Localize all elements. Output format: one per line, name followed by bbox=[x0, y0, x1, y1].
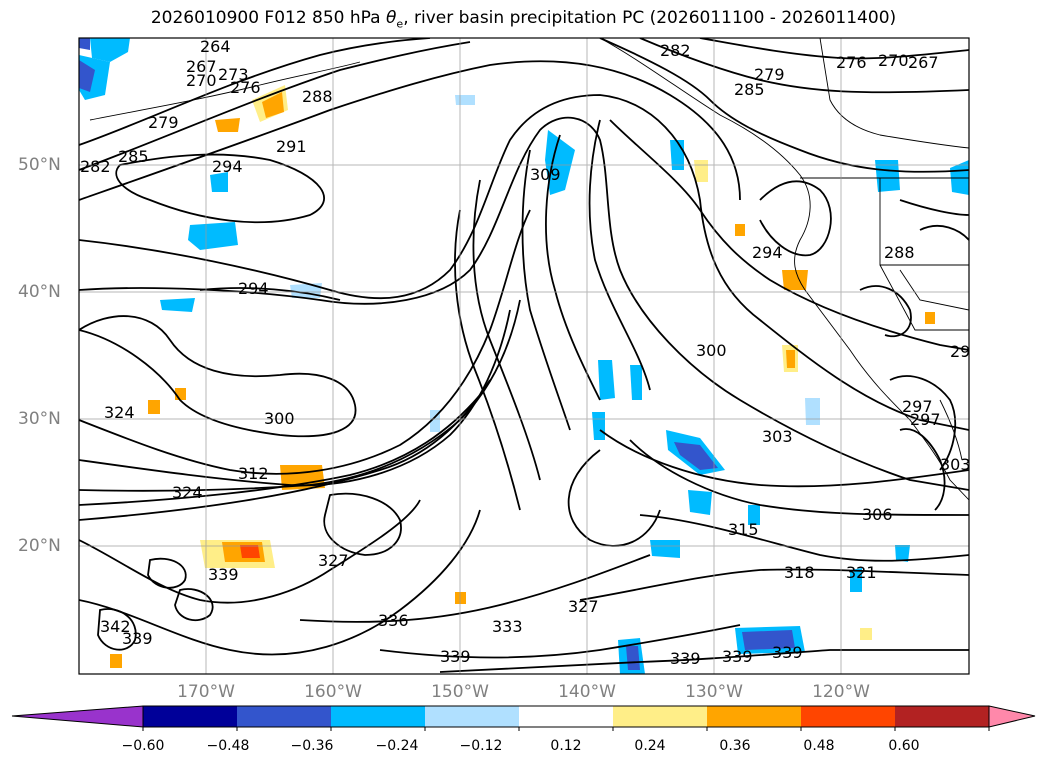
colorbar bbox=[11, 705, 1036, 731]
contour-label: 318 bbox=[784, 563, 815, 582]
coastlines bbox=[89, 38, 969, 501]
colorbar-cell bbox=[613, 706, 707, 727]
lat-tick-label: 50°N bbox=[18, 155, 61, 175]
gridlines bbox=[79, 38, 969, 674]
contour-label: 339 bbox=[670, 649, 701, 668]
colorbar-tick-label: −0.12 bbox=[459, 738, 503, 754]
contour-label: 294 bbox=[238, 279, 269, 298]
contour-label: 339 bbox=[440, 647, 471, 666]
contour-label: 327 bbox=[568, 597, 599, 616]
contour-label: 303 bbox=[940, 455, 971, 474]
colorbar-tick-label: 0.48 bbox=[803, 738, 835, 754]
theta-e-contours bbox=[79, 38, 969, 673]
contour-label: 29 bbox=[950, 342, 970, 361]
contour-label: 285 bbox=[734, 80, 765, 99]
contour-label: 288 bbox=[302, 87, 333, 106]
contour-label: 333 bbox=[492, 617, 523, 636]
contour-label: 300 bbox=[264, 409, 295, 428]
contour-label: 339 bbox=[122, 629, 153, 648]
contour-label: 264 bbox=[200, 37, 231, 56]
contour-label: 267 bbox=[908, 53, 939, 72]
contour-label: 327 bbox=[318, 551, 349, 570]
contour-label: 339 bbox=[772, 643, 803, 662]
lat-tick-label: 40°N bbox=[18, 282, 61, 302]
colorbar-under-arrow bbox=[11, 705, 144, 728]
colorbar-cell bbox=[519, 706, 613, 727]
colorbar-cell bbox=[237, 706, 331, 727]
colorbar-tick-label: −0.60 bbox=[121, 738, 165, 754]
contour-label: 297 bbox=[910, 410, 941, 429]
contour-label: 309 bbox=[530, 165, 561, 184]
contour-label: 321 bbox=[846, 563, 877, 582]
contour-label: 267 bbox=[186, 57, 217, 76]
contour-label: 276 bbox=[836, 53, 867, 72]
contour-label: 282 bbox=[660, 41, 691, 60]
colorbar-tick-label: 0.12 bbox=[550, 738, 582, 754]
contour-label: 300 bbox=[696, 341, 727, 360]
contour-label: 312 bbox=[238, 464, 269, 483]
contour-label: 306 bbox=[862, 505, 893, 524]
contour-label: 270 bbox=[878, 51, 909, 70]
contour-label: 273 bbox=[218, 65, 249, 84]
colorbar-cell bbox=[801, 706, 895, 727]
contour-label: 339 bbox=[208, 565, 239, 584]
contour-label: 282 bbox=[80, 157, 111, 176]
lon-tick-label: 160°W bbox=[304, 682, 362, 702]
contour-labels: 264 267 270 273 276 279 282 285 288 291 … bbox=[80, 37, 971, 668]
contour-label: 291 bbox=[276, 137, 307, 156]
contour-label: 336 bbox=[378, 611, 409, 630]
colorbar-cell bbox=[425, 706, 519, 727]
colorbar-cell bbox=[331, 706, 425, 727]
colorbar-tick-label: 0.24 bbox=[634, 738, 666, 754]
colorbar-cell bbox=[707, 706, 801, 727]
colorbar-tick-label: −0.36 bbox=[290, 738, 334, 754]
contour-label: 270 bbox=[186, 71, 217, 90]
lon-tick-label: 130°W bbox=[685, 682, 743, 702]
contour-label: 324 bbox=[172, 483, 203, 502]
contour-label: 315 bbox=[728, 520, 759, 539]
contour-label: 324 bbox=[104, 403, 135, 422]
colorbar-tick-label: 0.36 bbox=[719, 738, 751, 754]
lon-tick-label: 150°W bbox=[431, 682, 489, 702]
contour-label: 342 bbox=[100, 617, 131, 636]
contour-label: 279 bbox=[148, 113, 179, 132]
colorbar-cell bbox=[143, 706, 237, 727]
contour-label: 294 bbox=[212, 157, 243, 176]
colorbar-tick-label: −0.48 bbox=[206, 738, 250, 754]
colorbar-tick-label: −0.24 bbox=[375, 738, 419, 754]
contour-label: 285 bbox=[118, 147, 149, 166]
contour-label: 303 bbox=[762, 427, 793, 446]
colorbar-cell bbox=[895, 706, 989, 727]
contour-label: 288 bbox=[884, 243, 915, 262]
lon-tick-label: 120°W bbox=[812, 682, 870, 702]
lon-tick-label: 170°W bbox=[177, 682, 235, 702]
contour-label: 276 bbox=[230, 78, 261, 97]
map-frame bbox=[78, 37, 970, 675]
colorbar-over-arrow bbox=[988, 705, 1036, 728]
lat-tick-label: 30°N bbox=[18, 409, 61, 429]
lat-tick-label: 20°N bbox=[18, 536, 61, 556]
contour-label: 279 bbox=[754, 65, 785, 84]
lon-tick-label: 140°W bbox=[558, 682, 616, 702]
contour-label: 294 bbox=[752, 243, 783, 262]
colorbar-tick-label: 0.60 bbox=[888, 738, 920, 754]
contour-label: 297 bbox=[902, 397, 933, 416]
contour-label: 339 bbox=[722, 647, 753, 666]
map-title: 2026010900 F012 850 hPa θe, river basin … bbox=[150, 8, 897, 31]
